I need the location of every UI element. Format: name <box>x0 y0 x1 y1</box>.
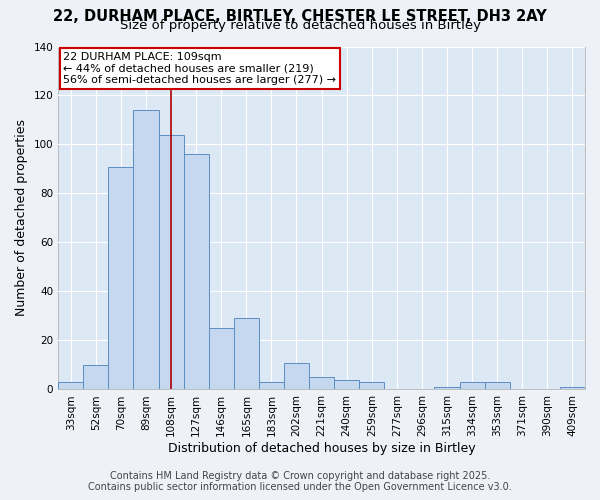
Bar <box>83 365 109 390</box>
Text: 22, DURHAM PLACE, BIRTLEY, CHESTER LE STREET, DH3 2AY: 22, DURHAM PLACE, BIRTLEY, CHESTER LE ST… <box>53 9 547 24</box>
X-axis label: Distribution of detached houses by size in Birtley: Distribution of detached houses by size … <box>168 442 475 455</box>
Bar <box>234 318 259 390</box>
Bar <box>259 382 284 390</box>
Text: 22 DURHAM PLACE: 109sqm
← 44% of detached houses are smaller (219)
56% of semi-d: 22 DURHAM PLACE: 109sqm ← 44% of detache… <box>64 52 337 85</box>
Bar <box>109 166 133 390</box>
Text: Contains HM Land Registry data © Crown copyright and database right 2025.
Contai: Contains HM Land Registry data © Crown c… <box>88 471 512 492</box>
Bar <box>460 382 485 390</box>
Bar <box>359 382 385 390</box>
Bar <box>309 377 334 390</box>
Bar <box>133 110 158 390</box>
Bar <box>284 362 309 390</box>
Bar <box>560 387 585 390</box>
Bar <box>485 382 510 390</box>
Bar <box>434 387 460 390</box>
Bar <box>334 380 359 390</box>
Y-axis label: Number of detached properties: Number of detached properties <box>15 120 28 316</box>
Bar <box>158 134 184 390</box>
Bar <box>184 154 209 390</box>
Bar <box>209 328 234 390</box>
Text: Size of property relative to detached houses in Birtley: Size of property relative to detached ho… <box>119 19 481 32</box>
Bar <box>58 382 83 390</box>
